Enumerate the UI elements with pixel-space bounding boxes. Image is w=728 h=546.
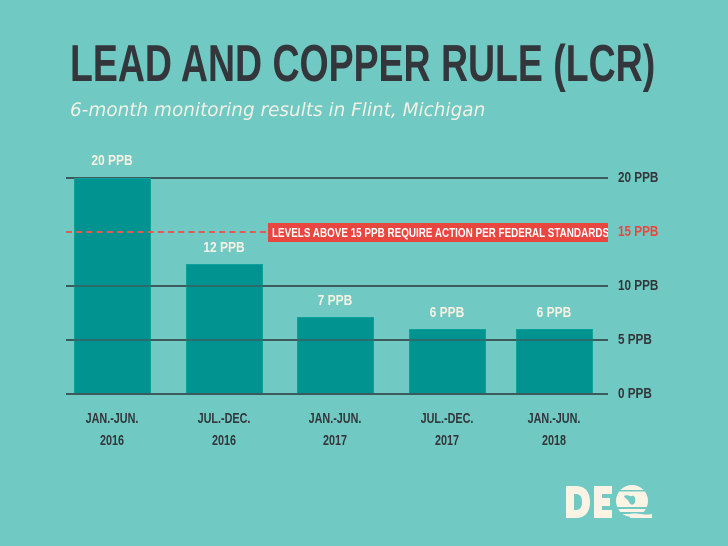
- gridline-10-overlay: [66, 285, 608, 287]
- y-tick-0: 0 PPB: [618, 385, 652, 402]
- deq-logo-icon: [566, 485, 652, 518]
- value-label: 20 PPB: [91, 152, 133, 169]
- y-tick-15: 15 PPB: [618, 223, 659, 240]
- value-label: 7 PPB: [317, 292, 353, 309]
- value-label: 6 PPB: [536, 304, 572, 321]
- gridline-20: [66, 177, 608, 179]
- y-tick-5: 5 PPB: [618, 331, 652, 348]
- x-label: JAN.-JUN. 2016: [85, 410, 139, 449]
- y-tick-10: 10 PPB: [618, 277, 659, 294]
- x-label: JAN.-JUN. 2018: [527, 410, 581, 449]
- value-label: 12 PPB: [203, 239, 245, 256]
- bar-jan-jun-2017: [297, 317, 374, 394]
- chart-subtitle: 6-month monitoring results in Flint, Mic…: [70, 99, 486, 121]
- gridline-5-overlay: [66, 339, 608, 341]
- x-label: JUL.-DEC. 2016: [197, 410, 251, 449]
- bar-jul-dec-2016: [186, 264, 263, 394]
- deq-logo: [566, 484, 662, 520]
- y-tick-20: 20 PPB: [618, 169, 659, 186]
- x-label: JAN.-JUN. 2017: [308, 410, 362, 449]
- threshold-annotation: LEVELS ABOVE 15 PPB REQUIRE ACTION PER F…: [268, 223, 608, 242]
- x-label: JUL.-DEC. 2017: [420, 410, 474, 449]
- baseline-0: [66, 393, 608, 395]
- value-label: 6 PPB: [429, 304, 465, 321]
- chart-title: LEAD AND COPPER RULE (LCR): [70, 35, 656, 93]
- threshold-line: [66, 231, 266, 233]
